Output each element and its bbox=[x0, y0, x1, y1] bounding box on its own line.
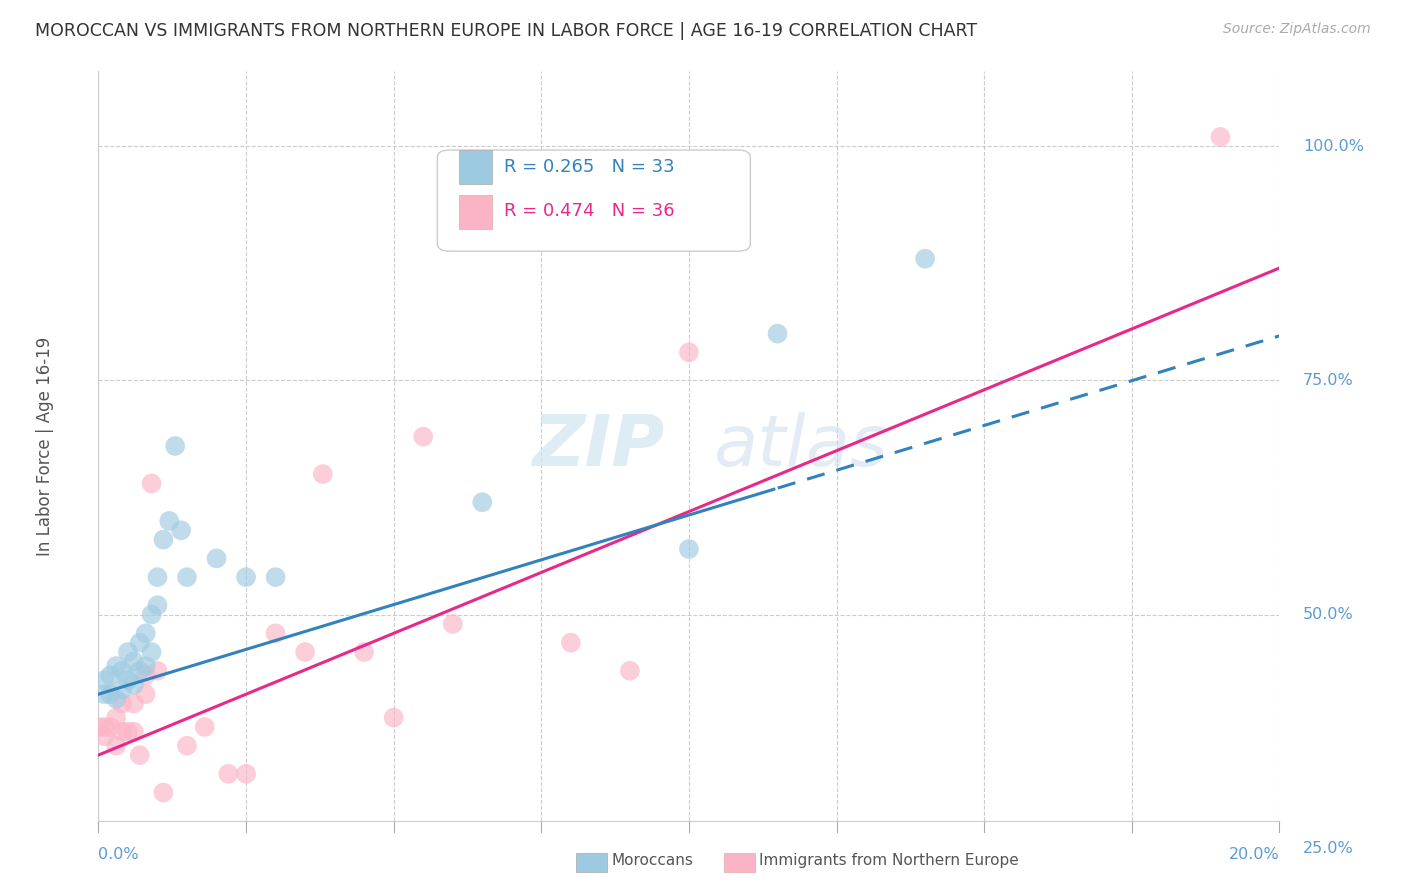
Moroccans bbox=[170, 524, 193, 538]
Immigrants from Northern Europe bbox=[194, 720, 217, 734]
Text: R = 0.265   N = 33: R = 0.265 N = 33 bbox=[503, 158, 673, 176]
Text: 0.0%: 0.0% bbox=[98, 847, 139, 862]
Moroccans bbox=[93, 673, 115, 688]
Bar bbox=[458, 195, 492, 228]
Text: R = 0.474   N = 36: R = 0.474 N = 36 bbox=[503, 202, 673, 220]
Moroccans bbox=[141, 645, 163, 659]
Moroccans bbox=[122, 678, 145, 692]
Moroccans bbox=[128, 664, 150, 678]
Moroccans bbox=[141, 607, 163, 622]
Immigrants from Northern Europe bbox=[412, 430, 434, 444]
Bar bbox=[458, 150, 492, 184]
Immigrants from Northern Europe bbox=[146, 664, 169, 678]
Immigrants from Northern Europe bbox=[943, 860, 966, 874]
Immigrants from Northern Europe bbox=[135, 687, 157, 701]
Immigrants from Northern Europe bbox=[235, 767, 257, 781]
Moroccans bbox=[471, 495, 494, 509]
Moroccans bbox=[111, 664, 134, 678]
Immigrants from Northern Europe bbox=[678, 345, 700, 359]
Moroccans bbox=[135, 626, 157, 640]
Immigrants from Northern Europe bbox=[135, 668, 157, 682]
Moroccans bbox=[117, 673, 139, 688]
Moroccans bbox=[128, 636, 150, 650]
Moroccans bbox=[135, 659, 157, 673]
Immigrants from Northern Europe bbox=[105, 710, 128, 724]
Moroccans bbox=[105, 659, 128, 673]
Moroccans bbox=[152, 533, 174, 547]
Moroccans bbox=[914, 252, 936, 266]
Moroccans bbox=[157, 514, 180, 528]
Immigrants from Northern Europe bbox=[141, 476, 163, 491]
Immigrants from Northern Europe bbox=[111, 724, 134, 739]
Immigrants from Northern Europe bbox=[157, 855, 180, 870]
Immigrants from Northern Europe bbox=[619, 664, 641, 678]
Moroccans bbox=[766, 326, 789, 341]
Text: MOROCCAN VS IMMIGRANTS FROM NORTHERN EUROPE IN LABOR FORCE | AGE 16-19 CORRELATI: MOROCCAN VS IMMIGRANTS FROM NORTHERN EUR… bbox=[35, 22, 977, 40]
Immigrants from Northern Europe bbox=[128, 748, 150, 763]
Moroccans bbox=[264, 570, 287, 584]
Text: Moroccans: Moroccans bbox=[612, 853, 693, 868]
Moroccans bbox=[93, 687, 115, 701]
Immigrants from Northern Europe bbox=[264, 626, 287, 640]
Moroccans bbox=[122, 655, 145, 669]
Moroccans bbox=[146, 570, 169, 584]
Text: Source: ZipAtlas.com: Source: ZipAtlas.com bbox=[1223, 22, 1371, 37]
Text: 25.0%: 25.0% bbox=[1303, 841, 1354, 856]
Immigrants from Northern Europe bbox=[560, 636, 582, 650]
Immigrants from Northern Europe bbox=[105, 739, 128, 753]
Moroccans bbox=[678, 542, 700, 557]
Moroccans bbox=[105, 692, 128, 706]
Moroccans bbox=[176, 570, 198, 584]
Immigrants from Northern Europe bbox=[93, 720, 115, 734]
Text: 100.0%: 100.0% bbox=[1303, 139, 1364, 153]
Immigrants from Northern Europe bbox=[1209, 130, 1232, 145]
Immigrants from Northern Europe bbox=[117, 724, 139, 739]
Immigrants from Northern Europe bbox=[796, 842, 818, 856]
Immigrants from Northern Europe bbox=[93, 730, 115, 744]
Moroccans bbox=[146, 599, 169, 613]
Immigrants from Northern Europe bbox=[1032, 851, 1054, 865]
Immigrants from Northern Europe bbox=[122, 697, 145, 711]
Immigrants from Northern Europe bbox=[111, 697, 134, 711]
Moroccans bbox=[117, 645, 139, 659]
Text: 50.0%: 50.0% bbox=[1303, 607, 1354, 622]
Immigrants from Northern Europe bbox=[312, 467, 335, 482]
Moroccans bbox=[111, 682, 134, 697]
Text: atlas: atlas bbox=[713, 411, 887, 481]
Moroccans bbox=[205, 551, 228, 566]
Immigrants from Northern Europe bbox=[441, 617, 464, 632]
Text: In Labor Force | Age 16-19: In Labor Force | Age 16-19 bbox=[37, 336, 55, 556]
Immigrants from Northern Europe bbox=[98, 720, 121, 734]
Immigrants from Northern Europe bbox=[176, 739, 198, 753]
Moroccans bbox=[98, 668, 121, 682]
Immigrants from Northern Europe bbox=[217, 767, 239, 781]
Text: 20.0%: 20.0% bbox=[1229, 847, 1279, 862]
Text: 75.0%: 75.0% bbox=[1303, 373, 1354, 388]
Immigrants from Northern Europe bbox=[294, 645, 316, 659]
Immigrants from Northern Europe bbox=[152, 786, 174, 800]
Immigrants from Northern Europe bbox=[122, 724, 145, 739]
Moroccans bbox=[165, 439, 187, 453]
Text: ZIP: ZIP bbox=[533, 411, 665, 481]
Immigrants from Northern Europe bbox=[382, 710, 405, 724]
Moroccans bbox=[98, 687, 121, 701]
Immigrants from Northern Europe bbox=[353, 645, 375, 659]
Text: Immigrants from Northern Europe: Immigrants from Northern Europe bbox=[759, 853, 1019, 868]
Moroccans bbox=[235, 570, 257, 584]
FancyBboxPatch shape bbox=[437, 150, 751, 252]
Immigrants from Northern Europe bbox=[87, 720, 110, 734]
